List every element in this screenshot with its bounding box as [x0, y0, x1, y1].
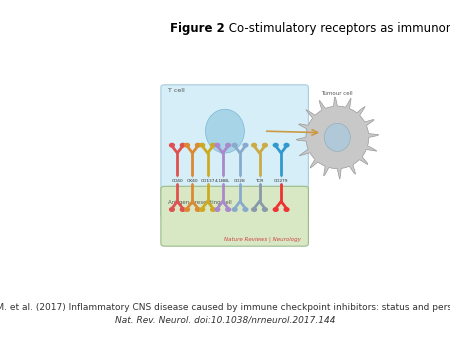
Circle shape [170, 208, 174, 211]
FancyBboxPatch shape [161, 186, 308, 246]
Polygon shape [296, 97, 379, 179]
Text: OX40: OX40 [187, 179, 198, 183]
Circle shape [215, 143, 220, 147]
Text: Yshii, L. M. et al. (2017) Inflammatory CNS disease caused by immune checkpoint : Yshii, L. M. et al. (2017) Inflammatory … [0, 303, 450, 312]
Ellipse shape [206, 109, 244, 153]
Ellipse shape [324, 123, 350, 151]
Text: Nature Reviews | Neurology: Nature Reviews | Neurology [224, 237, 301, 242]
Text: CD40: CD40 [171, 179, 183, 183]
Circle shape [195, 143, 200, 147]
Text: CD28: CD28 [234, 179, 246, 183]
Circle shape [232, 143, 237, 147]
Circle shape [200, 208, 205, 211]
Circle shape [180, 143, 185, 147]
Circle shape [184, 208, 189, 211]
Circle shape [284, 208, 289, 211]
Circle shape [284, 143, 289, 147]
FancyBboxPatch shape [161, 85, 308, 218]
Text: Co-stimulatory receptors as immunomodulatory targets: Co-stimulatory receptors as immunomodula… [225, 22, 450, 35]
Text: Antigen-presenting cell: Antigen-presenting cell [168, 200, 232, 205]
Circle shape [180, 208, 185, 211]
Circle shape [262, 143, 267, 147]
Text: TCR: TCR [255, 179, 264, 183]
Circle shape [211, 143, 216, 147]
Circle shape [252, 208, 256, 211]
Circle shape [184, 143, 189, 147]
Circle shape [200, 143, 205, 147]
Circle shape [243, 208, 248, 211]
Circle shape [232, 208, 237, 211]
Text: Nat. Rev. Neurol. doi:10.1038/nrneurol.2017.144: Nat. Rev. Neurol. doi:10.1038/nrneurol.2… [115, 315, 335, 324]
Circle shape [211, 208, 216, 211]
Circle shape [262, 208, 267, 211]
Text: T cell: T cell [168, 88, 184, 93]
Circle shape [252, 143, 256, 147]
Circle shape [226, 143, 230, 147]
Text: Figure 2: Figure 2 [170, 22, 225, 35]
Text: 4-1BBL: 4-1BBL [215, 179, 230, 183]
Circle shape [215, 208, 220, 211]
Text: Tumour cell: Tumour cell [322, 91, 353, 96]
Text: CD279: CD279 [274, 179, 288, 183]
Circle shape [170, 143, 174, 147]
Circle shape [273, 143, 278, 147]
Circle shape [243, 143, 248, 147]
Circle shape [226, 208, 230, 211]
Circle shape [273, 208, 278, 211]
Text: CD137: CD137 [200, 179, 215, 183]
Circle shape [195, 208, 200, 211]
